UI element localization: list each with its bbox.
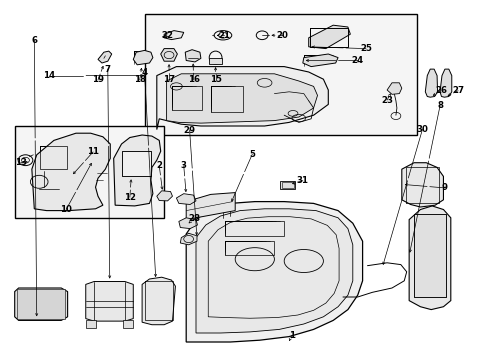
Text: 29: 29 [184,126,196,135]
Text: 15: 15 [210,76,221,85]
Text: 27: 27 [452,86,464,95]
Bar [414,214,446,297]
Bar [414,214,446,297]
Text: 28: 28 [189,214,200,223]
Bar [122,151,151,176]
Text: 22: 22 [162,31,173,40]
Polygon shape [133,50,153,65]
Bar [225,221,284,236]
Text: 3: 3 [181,161,187,170]
Polygon shape [98,51,112,63]
Polygon shape [114,135,161,206]
Bar [225,241,274,255]
Text: 11: 11 [87,148,99,156]
Text: 19: 19 [92,76,104,85]
Bar [86,320,96,328]
Polygon shape [185,50,201,62]
Bar [123,320,133,328]
Polygon shape [32,133,110,211]
Polygon shape [157,67,328,130]
Text: 21: 21 [218,31,230,40]
Bar [406,167,439,203]
Text: 1: 1 [289,331,294,340]
Text: 17: 17 [163,76,175,85]
Text: 30: 30 [416,125,428,134]
Text: 10: 10 [60,205,72,214]
Polygon shape [157,191,172,201]
Bar [122,151,151,176]
Text: 20: 20 [277,31,289,40]
Bar [282,182,294,188]
Polygon shape [142,277,175,325]
Text: 16: 16 [188,76,199,85]
Bar [145,281,173,320]
Text: 8: 8 [437,102,443,110]
Polygon shape [402,163,443,207]
Bar [15,126,164,218]
Polygon shape [167,74,318,123]
Text: 23: 23 [381,95,393,104]
Polygon shape [409,206,451,310]
Polygon shape [309,25,350,49]
Bar [209,58,222,64]
Text: 12: 12 [124,193,136,202]
Text: 9: 9 [442,184,448,192]
Polygon shape [440,69,452,97]
Text: 18: 18 [134,76,146,85]
Text: 4: 4 [142,68,147,77]
Text: 31: 31 [297,176,309,185]
Text: 26: 26 [435,86,447,95]
Polygon shape [186,202,363,342]
Polygon shape [164,31,184,40]
Text: 7: 7 [105,65,111,74]
Polygon shape [176,194,196,204]
Bar [172,86,202,110]
Text: 13: 13 [15,158,26,167]
Polygon shape [196,209,353,333]
Text: 2: 2 [156,161,162,170]
Polygon shape [15,288,68,320]
Polygon shape [186,193,235,220]
Bar [280,181,295,189]
Polygon shape [180,233,197,245]
Text: 25: 25 [360,44,372,53]
Polygon shape [179,218,197,229]
Polygon shape [387,83,402,94]
Polygon shape [86,282,133,321]
Text: 14: 14 [43,71,55,80]
Polygon shape [161,49,177,61]
Text: 6: 6 [31,36,37,45]
Text: 24: 24 [352,56,364,65]
Polygon shape [303,54,338,67]
Bar [145,14,416,135]
Bar [211,86,243,112]
Bar [40,146,67,169]
Polygon shape [425,69,438,97]
Bar [310,28,348,47]
Bar [17,289,65,319]
Text: 5: 5 [249,150,255,158]
